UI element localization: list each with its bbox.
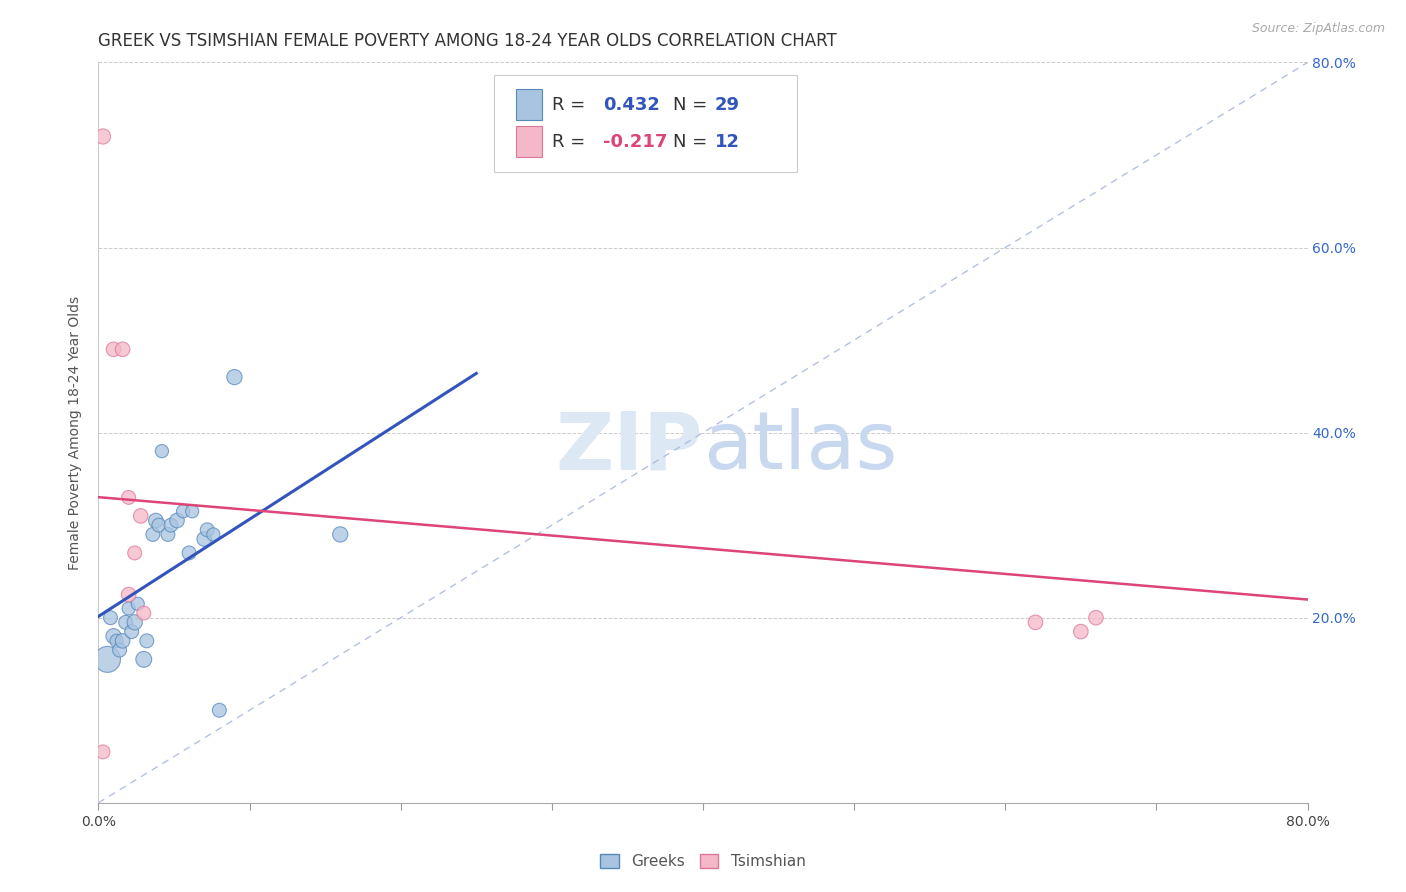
Point: [118, 588, 141, 602]
Text: 0.432: 0.432: [603, 95, 659, 113]
Text: GREEK VS TSIMSHIAN FEMALE POVERTY AMONG 18-24 YEAR OLDS CORRELATION CHART: GREEK VS TSIMSHIAN FEMALE POVERTY AMONG …: [98, 32, 837, 50]
Point: [156, 527, 179, 541]
Point: [91, 129, 114, 144]
Point: [145, 514, 167, 528]
Point: [150, 444, 173, 458]
FancyBboxPatch shape: [516, 89, 543, 120]
Text: ZIP: ZIP: [555, 409, 703, 486]
Point: [160, 518, 183, 533]
Point: [172, 504, 194, 518]
Point: [124, 615, 146, 630]
Point: [202, 527, 225, 541]
Point: [193, 532, 215, 546]
Legend: Greeks, Tsimshian: Greeks, Tsimshian: [600, 855, 806, 869]
FancyBboxPatch shape: [516, 126, 543, 157]
Point: [142, 527, 165, 541]
Point: [105, 633, 128, 648]
Point: [96, 652, 118, 666]
Point: [135, 633, 157, 648]
Point: [100, 610, 122, 624]
Point: [181, 504, 204, 518]
Point: [224, 370, 246, 384]
Y-axis label: Female Poverty Among 18-24 Year Olds: Female Poverty Among 18-24 Year Olds: [69, 295, 83, 570]
Point: [179, 546, 201, 560]
Point: [148, 518, 170, 533]
Point: [195, 523, 218, 537]
Point: [1085, 610, 1108, 624]
Point: [124, 546, 146, 560]
Point: [329, 527, 352, 541]
Text: atlas: atlas: [703, 409, 897, 486]
Text: 29: 29: [716, 95, 740, 113]
Text: Source: ZipAtlas.com: Source: ZipAtlas.com: [1251, 22, 1385, 36]
Point: [111, 633, 134, 648]
Point: [91, 745, 114, 759]
Text: 12: 12: [716, 133, 740, 151]
Point: [118, 491, 141, 505]
Point: [132, 652, 155, 666]
Point: [129, 508, 152, 523]
FancyBboxPatch shape: [494, 75, 797, 172]
Text: R =: R =: [551, 95, 591, 113]
Point: [114, 615, 136, 630]
Text: N =: N =: [673, 95, 713, 113]
Point: [118, 601, 141, 615]
Text: R =: R =: [551, 133, 591, 151]
Point: [1024, 615, 1046, 630]
Point: [121, 624, 143, 639]
Point: [103, 343, 125, 357]
Point: [208, 703, 231, 717]
Point: [127, 597, 149, 611]
Text: N =: N =: [673, 133, 713, 151]
Point: [108, 643, 131, 657]
Point: [132, 606, 155, 620]
Point: [103, 629, 125, 643]
Text: -0.217: -0.217: [603, 133, 666, 151]
Point: [166, 514, 188, 528]
Point: [111, 343, 134, 357]
Point: [1070, 624, 1092, 639]
